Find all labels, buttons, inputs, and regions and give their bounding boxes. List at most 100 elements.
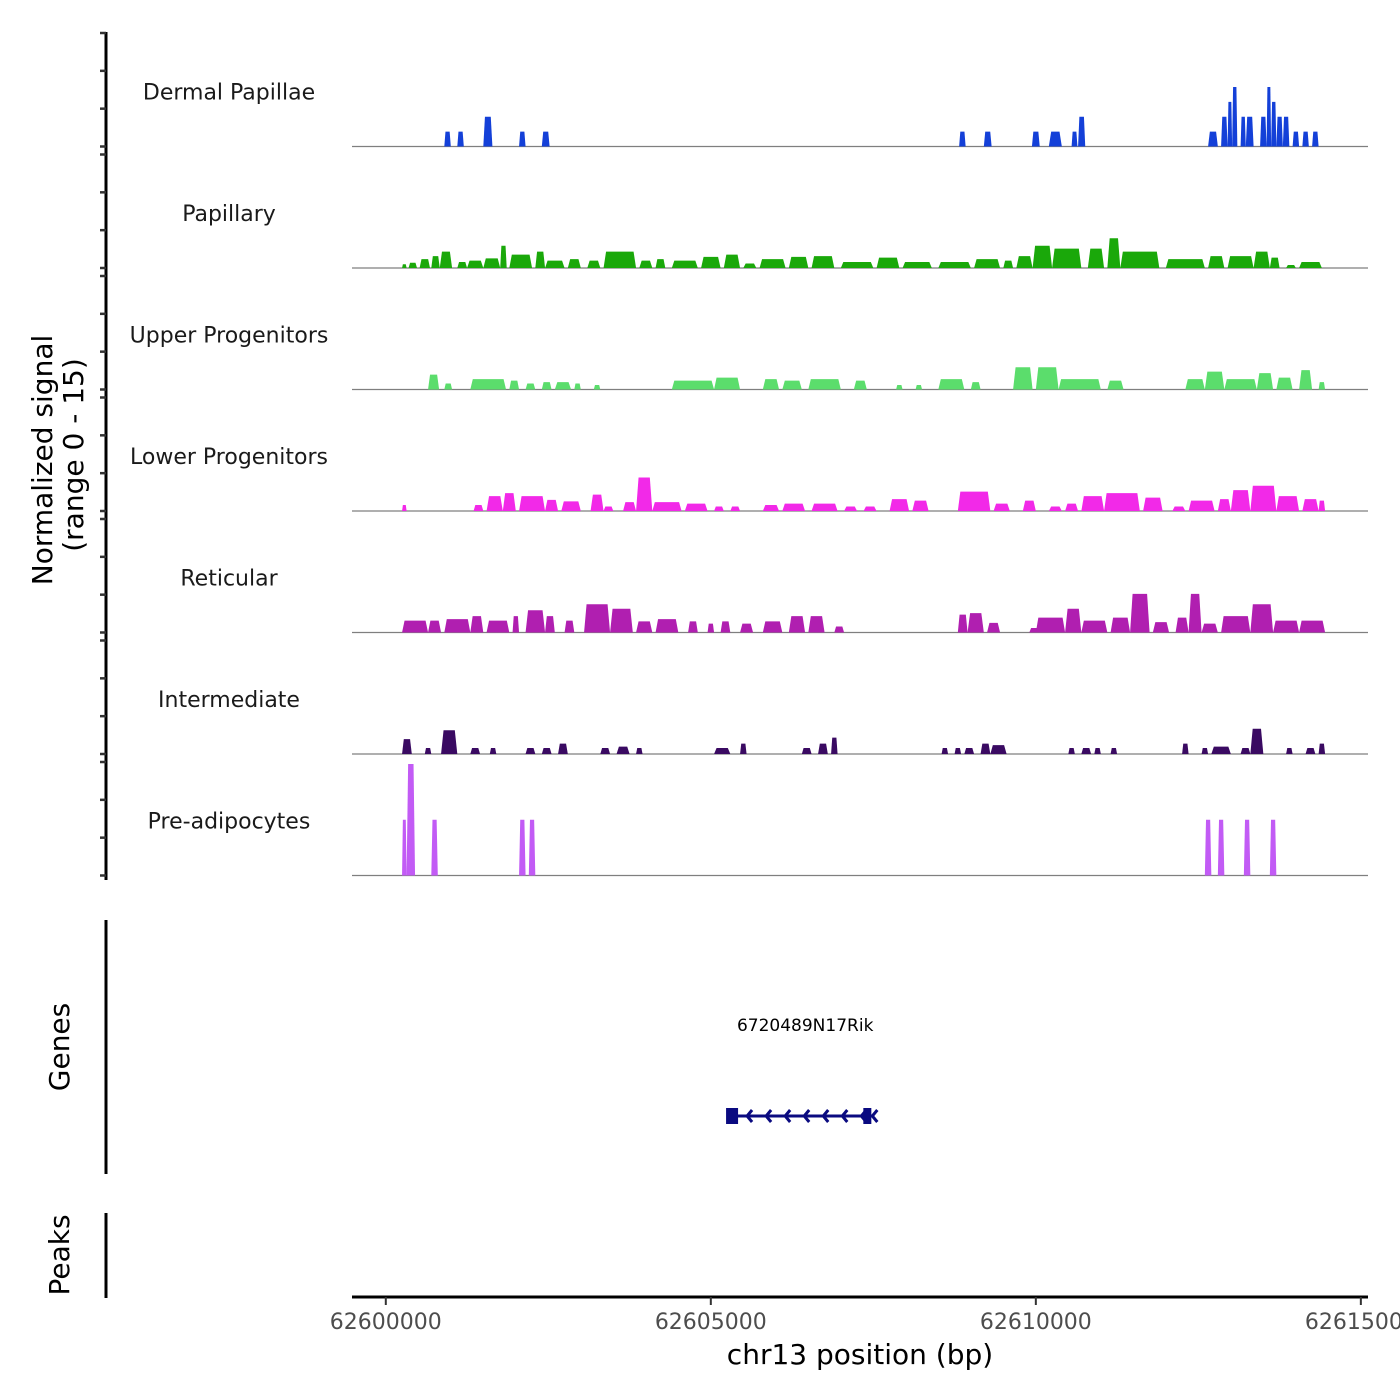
track-pre-adipocytes: Pre-adipocytes — [148, 764, 1368, 877]
signal-peak — [1182, 743, 1189, 754]
signal-peak — [467, 260, 484, 268]
signal-peak — [525, 383, 536, 390]
strand-arrow-icon — [870, 1109, 879, 1123]
signal-peak — [1221, 116, 1228, 147]
signal-peak — [743, 263, 757, 268]
signal-peak — [730, 506, 741, 511]
signal-peak — [541, 131, 550, 147]
x-axis-title: chr13 position (bp) — [727, 1338, 993, 1371]
signal-peak — [684, 503, 708, 511]
signal-peak — [788, 256, 809, 268]
signal-peak — [528, 819, 536, 876]
signal-peak — [723, 254, 741, 268]
track-dermal-papillae: Dermal Papillae — [143, 81, 1368, 148]
signal-peak — [1087, 248, 1105, 268]
signal-peak — [1221, 616, 1251, 633]
signal-peak — [1302, 131, 1309, 147]
signal-peak — [545, 616, 555, 633]
signal-peak — [1253, 251, 1270, 268]
strand-arrow-icon — [802, 1109, 811, 1123]
y-axis-title: Normalized signal — [26, 335, 59, 586]
signal-peak — [1230, 490, 1251, 511]
signal-peak — [486, 620, 510, 633]
signal-peak — [759, 259, 786, 268]
signal-peak — [714, 377, 741, 390]
signal-peak — [1058, 379, 1101, 390]
signal-peak — [782, 503, 806, 511]
signal-peak — [844, 506, 858, 511]
signal-peak — [1068, 748, 1075, 754]
signal-tracks: Dermal Papillae Papillary Upper Progenitor… — [130, 81, 1368, 877]
signal-peak — [740, 623, 754, 633]
signal-peak — [1245, 116, 1254, 147]
signal-peak — [457, 262, 468, 268]
signal-peak — [1208, 131, 1218, 147]
signal-peak — [671, 380, 715, 390]
signal-peak — [457, 131, 464, 147]
signal-peak — [574, 383, 581, 390]
signal-peak — [740, 743, 747, 754]
signal-y-axis-ticks — [100, 31, 106, 877]
signal-peak — [720, 621, 731, 633]
signal-peak — [915, 385, 923, 390]
signal-peak — [535, 251, 546, 268]
signal-peak — [512, 616, 520, 633]
signal-peak — [1302, 499, 1319, 511]
strand-arrow-icon — [840, 1109, 849, 1123]
signal-peak — [402, 505, 407, 511]
signal-peak — [1003, 260, 1014, 268]
signal-peak — [938, 262, 971, 268]
signal-peak — [1276, 496, 1300, 511]
signal-peak — [811, 256, 835, 268]
signal-peak — [519, 131, 526, 147]
signal-peak — [636, 477, 653, 511]
signal-peak — [1250, 485, 1277, 511]
signal-peak — [912, 500, 929, 511]
signal-peak — [1071, 131, 1078, 147]
signal-peak — [1240, 116, 1246, 147]
signal-peak — [1165, 259, 1205, 268]
signal-peak — [603, 251, 637, 268]
track-label: Upper Progenitors — [130, 324, 329, 349]
signal-peak — [1078, 116, 1086, 147]
signal-peak — [489, 748, 497, 754]
strand-arrow-icon — [764, 1109, 773, 1123]
signal-peak — [402, 620, 429, 633]
signal-peak — [762, 505, 780, 511]
signal-peak — [957, 491, 991, 511]
signal-peak — [1312, 131, 1319, 147]
signal-peak — [671, 260, 698, 268]
signal-peak — [1217, 819, 1225, 876]
signal-peak — [762, 379, 780, 390]
signal-peak — [1032, 245, 1053, 268]
signal-peak — [987, 622, 1001, 633]
signal-peak — [584, 604, 611, 633]
signal-peak — [1110, 617, 1131, 633]
signal-peak — [970, 382, 981, 390]
signal-peak — [876, 257, 900, 268]
signal-peak — [408, 262, 418, 268]
strand-arrow-icon — [821, 1109, 830, 1123]
signal-peak — [406, 764, 416, 876]
signal-peak — [980, 743, 991, 754]
signal-peak — [1094, 748, 1101, 754]
signal-peak — [1271, 101, 1277, 147]
track-label: Intermediate — [158, 688, 300, 713]
signal-peak — [1035, 617, 1066, 633]
signal-peak — [714, 506, 724, 511]
signal-peak — [714, 748, 731, 754]
signal-peak — [1240, 748, 1251, 754]
signal-peak — [509, 380, 520, 390]
signal-peak — [444, 619, 471, 633]
track-intermediate: Intermediate — [158, 688, 1368, 755]
signal-peak — [402, 264, 407, 268]
signal-peak — [993, 503, 1010, 511]
x-tick-label: 62615000 — [1305, 1310, 1400, 1335]
signal-peak — [1227, 256, 1254, 268]
x-tick-label: 62605000 — [655, 1310, 767, 1335]
signal-peak — [1081, 748, 1092, 754]
signal-peak — [1201, 748, 1209, 754]
signal-peak — [1269, 257, 1280, 268]
signal-peak — [1143, 497, 1163, 511]
